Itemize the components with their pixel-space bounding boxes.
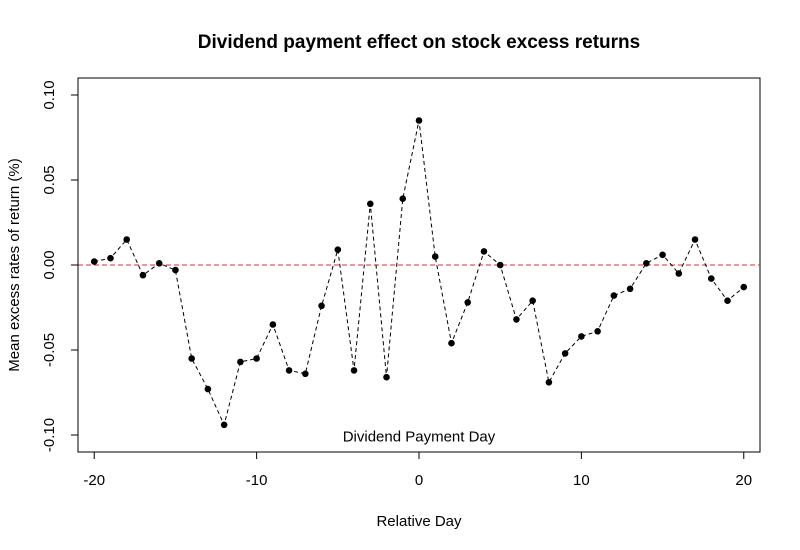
data-point [643,260,650,267]
x-axis-label: Relative Day [376,513,462,530]
data-point [431,253,439,260]
y-tick-label: -0.10 [41,418,58,452]
series-line [94,120,745,427]
annotation-label: Dividend Payment Day [343,429,496,446]
data-point [707,275,715,282]
data-point [285,367,293,374]
data-point [334,246,342,253]
data-point [610,292,618,299]
data-point [123,236,131,243]
data-point [691,236,699,243]
data-point [90,258,98,265]
x-tick-label: -10 [246,472,268,489]
x-axis: -20 -10 0 10 20 [83,451,752,489]
data-point [529,297,536,305]
data-point [366,200,374,208]
data-point [237,358,244,366]
data-point [480,248,488,255]
data-point [253,355,260,362]
x-tick-label: 0 [415,472,423,489]
data-point [724,297,731,305]
data-point [740,283,748,291]
data-point [107,254,114,262]
data-point [302,370,309,378]
annotation-group: Dividend Payment Day [343,429,496,446]
data-point [675,270,683,277]
x-tick-label: 10 [573,472,590,489]
data-point [350,367,358,374]
data-point [269,321,277,328]
y-tick-label: 0.05 [41,165,58,194]
data-point [561,350,569,357]
data-point [172,266,179,274]
data-point [545,379,553,386]
data-point [415,117,423,124]
data-point [496,261,504,269]
data-point [318,302,325,310]
y-tick-label: 0.10 [41,80,58,109]
series-group [90,117,748,429]
data-point [626,285,634,293]
chart-title: Dividend payment effect on stock excess … [198,32,640,53]
y-tick-label: 0.00 [41,250,58,279]
data-point [659,251,666,259]
data-point [399,195,407,202]
data-point [464,299,472,306]
data-point [448,339,455,347]
y-axis-label: Mean excess rates of return (%) [6,158,23,371]
y-tick-label: -0.05 [41,333,58,367]
data-point [188,355,195,362]
x-tick-label: 20 [735,472,752,489]
data-point [155,260,163,267]
data-point [204,385,212,393]
data-point [139,271,147,279]
data-point [594,328,601,335]
data-point [383,373,390,381]
y-axis: -0.10 -0.05 0.00 0.05 0.10 [41,80,79,452]
data-point [513,316,520,323]
data-point [220,421,228,429]
x-tick-label: -20 [83,472,105,489]
data-point [578,333,585,340]
